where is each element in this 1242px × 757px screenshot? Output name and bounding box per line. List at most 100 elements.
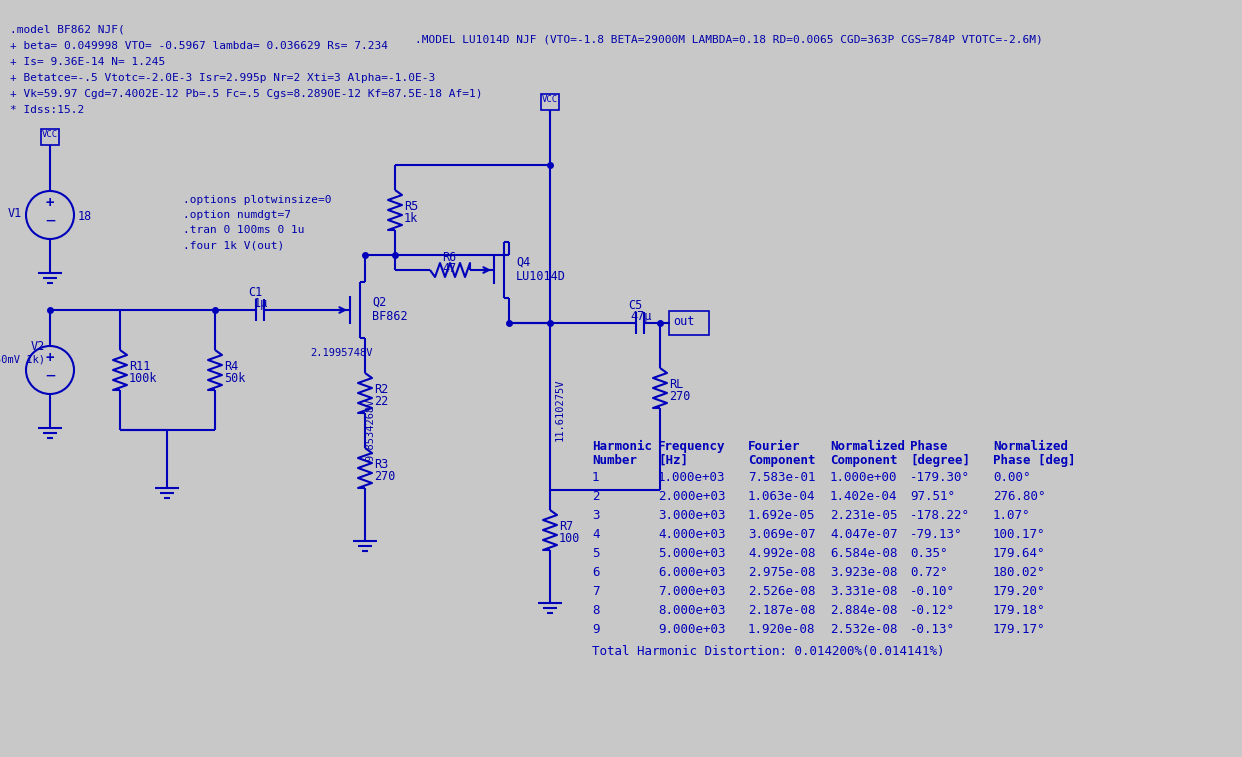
Text: 179.18°: 179.18° (994, 604, 1046, 617)
FancyBboxPatch shape (669, 311, 709, 335)
Text: −: − (45, 212, 55, 230)
Text: 22: 22 (374, 395, 389, 408)
Text: 0.72°: 0.72° (910, 566, 948, 579)
Text: 7: 7 (592, 585, 600, 598)
Text: 97.51°: 97.51° (910, 490, 955, 503)
Text: 2.000e+03: 2.000e+03 (658, 490, 725, 503)
Text: R2: R2 (374, 383, 389, 396)
Text: SINE(0 250mV 1k): SINE(0 250mV 1k) (0, 354, 45, 364)
Text: -179.30°: -179.30° (910, 471, 970, 484)
Text: V1: V1 (7, 207, 22, 220)
Text: 47: 47 (442, 262, 456, 275)
Text: Component: Component (830, 454, 898, 467)
Text: R6: R6 (442, 251, 456, 264)
Text: 100.17°: 100.17° (994, 528, 1046, 541)
Text: +: + (46, 351, 55, 365)
Text: out: out (673, 315, 694, 328)
Text: 11.610275V: 11.610275V (555, 378, 565, 441)
Text: -0.12°: -0.12° (910, 604, 955, 617)
Text: 6: 6 (592, 566, 600, 579)
Text: 2.532e-08: 2.532e-08 (830, 623, 898, 636)
Text: 0.35°: 0.35° (910, 547, 948, 560)
Text: 1.000e+00: 1.000e+00 (830, 471, 898, 484)
Text: -178.22°: -178.22° (910, 509, 970, 522)
Text: -0.10°: -0.10° (910, 585, 955, 598)
Text: 3.000e+03: 3.000e+03 (658, 509, 725, 522)
Text: Phase: Phase (910, 440, 948, 453)
Text: .tran 0 100ms 0 1u: .tran 0 100ms 0 1u (183, 225, 304, 235)
Text: Total Harmonic Distortion: 0.014200%(0.014141%): Total Harmonic Distortion: 0.014200%(0.0… (592, 645, 944, 658)
Text: 1.063e-04: 1.063e-04 (748, 490, 816, 503)
Text: 1.692e-05: 1.692e-05 (748, 509, 816, 522)
Text: -0.13°: -0.13° (910, 623, 955, 636)
Text: 4.992e-08: 4.992e-08 (748, 547, 816, 560)
Text: Q2: Q2 (373, 296, 386, 309)
Text: 4.047e-07: 4.047e-07 (830, 528, 898, 541)
Text: 0.00°: 0.00° (994, 471, 1031, 484)
Text: VCC: VCC (542, 95, 558, 104)
Text: 1.000e+03: 1.000e+03 (658, 471, 725, 484)
Text: 5.000e+03: 5.000e+03 (658, 547, 725, 560)
Text: 7.583e-01: 7.583e-01 (748, 471, 816, 484)
Text: .model BF862 NJF(: .model BF862 NJF( (10, 25, 124, 35)
Text: 8: 8 (592, 604, 600, 617)
Text: LU1014D: LU1014D (515, 270, 566, 283)
Text: 1.920e-08: 1.920e-08 (748, 623, 816, 636)
Text: 2.975e-08: 2.975e-08 (748, 566, 816, 579)
Text: Component: Component (748, 454, 816, 467)
Text: 276.80°: 276.80° (994, 490, 1046, 503)
Text: R5: R5 (404, 200, 419, 213)
Text: 18: 18 (78, 210, 92, 223)
Text: 180.02°: 180.02° (994, 566, 1046, 579)
Text: −: − (45, 367, 55, 385)
Text: .four 1k V(out): .four 1k V(out) (183, 240, 284, 250)
Text: [Hz]: [Hz] (658, 454, 688, 467)
Text: 179.17°: 179.17° (994, 623, 1046, 636)
Text: * Idss:15.2: * Idss:15.2 (10, 105, 84, 115)
Text: V2: V2 (31, 340, 45, 353)
Text: Harmonic: Harmonic (592, 440, 652, 453)
Text: +: + (46, 196, 55, 210)
Text: .MODEL LU1014D NJF (VTO=-1.8 BETA=29000M LAMBDA=0.18 RD=0.0065 CGD=363P CGS=784P: .MODEL LU1014D NJF (VTO=-1.8 BETA=29000M… (415, 35, 1043, 45)
Text: R7: R7 (559, 520, 574, 533)
Text: 6.000e+03: 6.000e+03 (658, 566, 725, 579)
Text: + Betatce=-.5 Vtotc=-2.0E-3 Isr=2.995p Nr=2 Xti=3 Alpha=-1.0E-3: + Betatce=-.5 Vtotc=-2.0E-3 Isr=2.995p N… (10, 73, 435, 83)
Text: 2.187e-08: 2.187e-08 (748, 604, 816, 617)
Text: Frequency: Frequency (658, 440, 725, 453)
Text: .options plotwinsize=0: .options plotwinsize=0 (183, 195, 332, 205)
Text: R11: R11 (129, 360, 150, 373)
Text: 2.231e-05: 2.231e-05 (830, 509, 898, 522)
Text: 1.07°: 1.07° (994, 509, 1031, 522)
Bar (542, 94, 559, 110)
Text: Q4: Q4 (515, 256, 530, 269)
Text: 179.20°: 179.20° (994, 585, 1046, 598)
Text: 4.000e+03: 4.000e+03 (658, 528, 725, 541)
Text: + beta= 0.049998 VTO= -0.5967 lambda= 0.036629 Rs= 7.234: + beta= 0.049998 VTO= -0.5967 lambda= 0.… (10, 41, 388, 51)
Text: 1.402e-04: 1.402e-04 (830, 490, 898, 503)
Text: 100k: 100k (129, 372, 158, 385)
Text: C1: C1 (248, 286, 262, 299)
Text: BF862: BF862 (373, 310, 407, 323)
Text: 2: 2 (592, 490, 600, 503)
Text: 2.1995748V: 2.1995748V (310, 348, 373, 358)
Text: C5: C5 (628, 299, 642, 312)
Text: 270: 270 (669, 390, 691, 403)
Text: 3.331e-08: 3.331e-08 (830, 585, 898, 598)
Text: R4: R4 (224, 360, 238, 373)
Text: 47μ: 47μ (630, 310, 651, 323)
Text: 6.584e-08: 6.584e-08 (830, 547, 898, 560)
Text: 2.884e-08: 2.884e-08 (830, 604, 898, 617)
Text: Normalized: Normalized (830, 440, 905, 453)
Text: 3.069e-07: 3.069e-07 (748, 528, 816, 541)
Text: R3: R3 (374, 458, 389, 471)
Text: + Vk=59.97 Cgd=7.4002E-12 Pb=.5 Fc=.5 Cgs=8.2890E-12 Kf=87.5E-18 Af=1): + Vk=59.97 Cgd=7.4002E-12 Pb=.5 Fc=.5 Cg… (10, 89, 482, 99)
Text: RL: RL (669, 378, 683, 391)
Text: [degree]: [degree] (910, 454, 970, 467)
Text: VCC: VCC (42, 130, 58, 139)
Text: 1: 1 (592, 471, 600, 484)
Text: 1μ: 1μ (255, 297, 268, 310)
Text: 3: 3 (592, 509, 600, 522)
Text: 5: 5 (592, 547, 600, 560)
Text: Normalized: Normalized (994, 440, 1068, 453)
Text: 1k: 1k (404, 212, 419, 225)
